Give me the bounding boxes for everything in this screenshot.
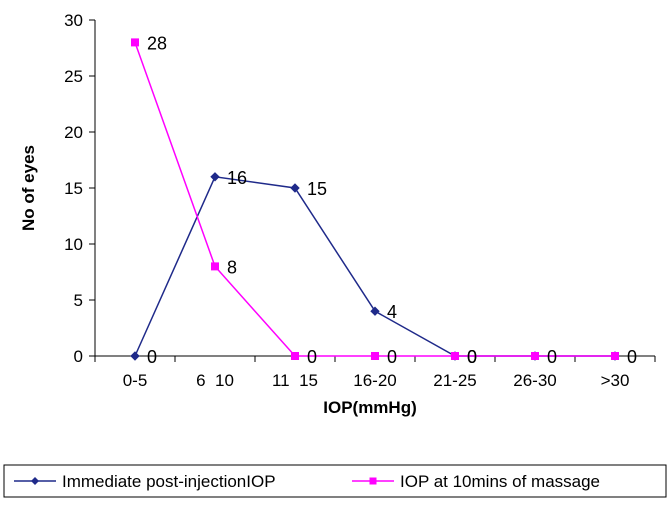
x-tick-label: >30 [601, 371, 630, 390]
y-tick-label: 0 [74, 347, 83, 366]
axes [94, 20, 655, 357]
y-tick-label: 5 [74, 291, 83, 310]
data-point [211, 262, 219, 271]
x-tick-label: 0-5 [123, 371, 148, 390]
legend: Immediate post-injectionIOP IOP at 10min… [3, 464, 667, 498]
data-label: 0 [307, 347, 317, 367]
x-ticks: 0-5 6 10 11 15 16-20 21-25 26-30 >30 [94, 356, 656, 390]
data-label: 0 [547, 347, 557, 367]
data-point [531, 352, 539, 360]
data-point [130, 351, 140, 361]
data-label: 0 [147, 347, 157, 367]
data-point [210, 172, 220, 182]
data-point [371, 352, 379, 360]
data-label: 4 [387, 302, 397, 322]
data-label: 15 [307, 179, 327, 199]
data-point [131, 38, 139, 47]
data-point [370, 306, 380, 316]
x-axis-title: IOP(mmHg) [323, 398, 417, 417]
y-tick-label: 30 [64, 11, 83, 30]
data-label: 28 [147, 33, 167, 53]
legend-marker-diamond [31, 477, 39, 485]
y-tick-label: 15 [64, 179, 83, 198]
x-tick-label: 16-20 [353, 371, 396, 390]
legend-label-immediate: Immediate post-injectionIOP [62, 472, 276, 491]
y-tick-label: 20 [64, 123, 83, 142]
data-label: 0 [387, 347, 397, 367]
x-tick-label: 6 10 [196, 371, 234, 390]
data-point [291, 352, 299, 360]
data-point [611, 352, 619, 360]
y-axis-title: No of eyes [19, 145, 38, 231]
y-ticks: 0 5 10 15 20 25 30 [64, 11, 95, 366]
series-0: 0 16 15 4 0 [130, 168, 620, 367]
x-tick-label: 21-25 [433, 371, 476, 390]
data-label: 0 [627, 347, 637, 367]
x-tick-label: 26-30 [513, 371, 556, 390]
data-label: 16 [227, 168, 247, 188]
y-tick-label: 25 [64, 67, 83, 86]
legend-marker-square [369, 477, 377, 485]
data-point [451, 352, 459, 360]
series-1: 28 8 0 0 0 0 0 [131, 33, 637, 367]
data-label: 8 [227, 257, 237, 277]
legend-box [3, 464, 667, 498]
data-point [290, 183, 300, 193]
data-label: 0 [467, 347, 477, 367]
legend-label-massage: IOP at 10mins of massage [400, 472, 600, 491]
series-line [134, 175, 615, 357]
y-tick-label: 10 [64, 235, 83, 254]
x-tick-label: 11 15 [272, 371, 318, 390]
data-label: 0 [467, 347, 477, 367]
